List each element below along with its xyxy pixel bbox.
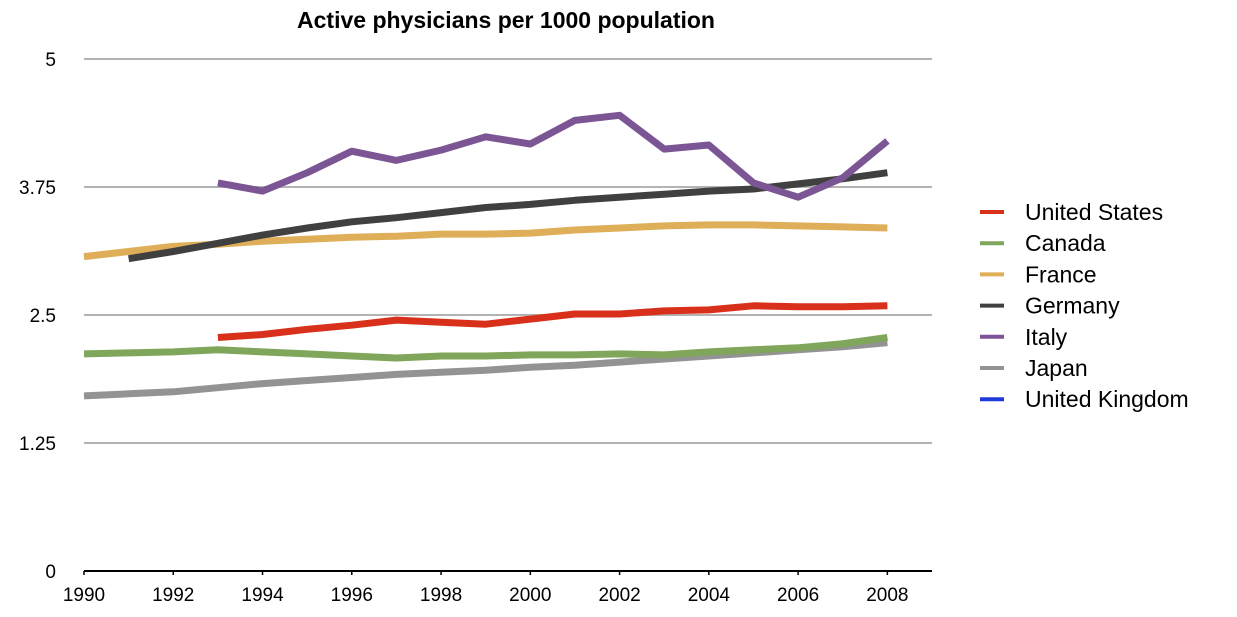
legend-label-france: France [1025, 261, 1097, 287]
y-tick-label: 0 [45, 562, 56, 583]
series-line-united-states [217, 302, 888, 341]
legend-label-japan: Japan [1025, 355, 1088, 381]
chart-title: Active physicians per 1000 population [297, 7, 715, 33]
x-tick-label: 1990 [63, 585, 105, 606]
y-tick-label: 5 [45, 50, 56, 71]
y-tick-label: 3.75 [19, 178, 56, 199]
legend-label-italy: Italy [1025, 324, 1068, 350]
x-tick-label: 1992 [152, 585, 194, 606]
x-tick-label: 1994 [241, 585, 284, 606]
legend-label-germany: Germany [1025, 293, 1120, 319]
axes: 0 1.25 2.5 3.75 5 1990 1992 1994 1996 1998 2000 200… [19, 50, 932, 606]
legend-label-united-states: United States [1025, 199, 1163, 225]
x-tick-label: 2006 [777, 585, 819, 606]
y-tick-label: 2.5 [30, 306, 56, 327]
legend-label-united-kingdom: United Kingdom [1025, 386, 1189, 412]
series-line-france [83, 221, 888, 261]
x-tick-label: 2008 [866, 585, 908, 606]
x-tick-label: 1996 [331, 585, 373, 606]
series-lines [83, 111, 890, 400]
legend-label-canada: Canada [1025, 230, 1106, 256]
x-tick-label: 1998 [420, 585, 462, 606]
legend: United States Canada France Germany Italy Jap… [980, 199, 1189, 412]
x-tick-label: 2004 [688, 585, 731, 606]
series-line-canada [83, 334, 888, 362]
x-tick-label: 2002 [598, 585, 640, 606]
series-line-italy [217, 111, 890, 201]
y-tick-label: 1.25 [19, 434, 56, 455]
x-tick-label: 2000 [509, 585, 551, 606]
